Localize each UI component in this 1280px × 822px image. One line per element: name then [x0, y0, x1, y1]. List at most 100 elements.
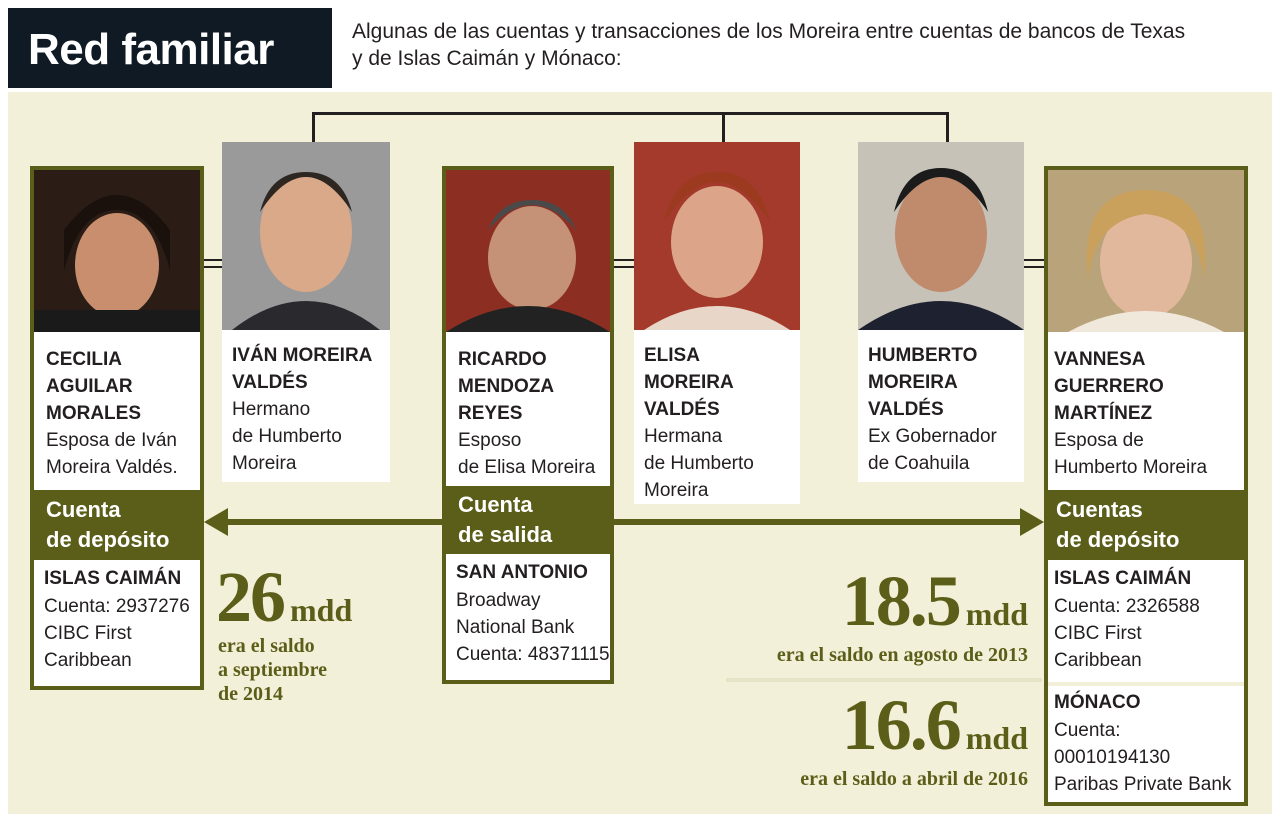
balance-right-top-note: era el saldo en agosto de 2013: [776, 644, 1028, 666]
man-portrait-icon: [446, 170, 610, 332]
account-line: Cuenta: 2326588: [1054, 596, 1200, 617]
person-card-ricardo: RICARDO MENDOZA REYES Esposo de Elisa Mo…: [442, 166, 614, 684]
arrow-left-head: [204, 508, 228, 536]
person-card-vannesa: VANNESA GUERRERO MARTÍNEZ Esposa de Humb…: [1044, 166, 1248, 806]
person-card-cecilia: CECILIA AGUILAR MORALES Esposa de Iván M…: [30, 166, 204, 690]
person-name-line: MOREIRA: [644, 372, 734, 393]
person-name-line: VALDÉS: [868, 399, 944, 420]
person-role-line: Moreira: [644, 480, 709, 501]
account-location: MÓNACO: [1054, 692, 1141, 713]
person-role-line: de Humberto: [232, 426, 342, 447]
person-name-line: MENDOZA: [458, 376, 555, 397]
person-name-line: MORALES: [46, 403, 141, 424]
portrait-photo: [634, 142, 800, 330]
account-location: ISLAS CAIMÁN: [1054, 568, 1192, 589]
portrait-photo: [1048, 170, 1244, 332]
person-role-line: Esposa de Iván: [46, 430, 177, 451]
tree-drop-humberto: [946, 112, 949, 142]
marriage-line-cecilia-ivan: [202, 266, 222, 268]
balance-right-top-figure: 18.5 mdd: [842, 560, 1028, 643]
marriage-line-humberto-vannesa: [1024, 266, 1046, 268]
account-line: Broadway: [456, 590, 541, 611]
balance-note-line: de 2014: [218, 683, 283, 705]
man-portrait-icon: [222, 142, 390, 330]
balance-unit: mdd: [965, 720, 1028, 756]
person-role-line: Moreira Valdés.: [46, 457, 178, 478]
portrait-photo: [446, 170, 610, 332]
account-line: 00010194130: [1054, 747, 1171, 768]
person-name-line: RICARDO: [458, 349, 547, 370]
person-role-line: Moreira: [232, 453, 297, 474]
portrait-photo: [858, 142, 1024, 330]
account-type-label: Cuenta de depósito: [30, 490, 204, 560]
marriage-line-ricardo-elisa: [612, 259, 634, 261]
balance-number: 26: [216, 557, 286, 637]
account-type-line: Cuentas: [1056, 497, 1143, 522]
account-details: ISLAS CAIMÁN Cuenta: 2326588 CIBC First …: [1048, 560, 1244, 802]
balance-number: 18.5: [841, 561, 962, 641]
account-type-line: de depósito: [1056, 527, 1180, 552]
person-role-line: de Humberto: [644, 453, 754, 474]
account-type-label: Cuentas de depósito: [1044, 490, 1248, 560]
subtitle-line-1: Algunas de las cuentas y transacciones d…: [352, 20, 1186, 43]
account-location: SAN ANTONIO: [456, 562, 588, 583]
woman-portrait-icon: [34, 170, 200, 332]
balance-unit: mdd: [290, 592, 353, 628]
portrait-photo: [222, 142, 390, 330]
title-box: Red familiar: [8, 8, 332, 88]
person-role-line: Hermana: [644, 426, 723, 447]
balance-note-line: a septiembre: [218, 659, 328, 681]
person-name-line: ELISA: [644, 345, 700, 366]
person-name-line: VANNESA: [1054, 349, 1146, 370]
divider: [1048, 682, 1244, 686]
tree-top-line: [312, 112, 948, 115]
person-role-line: de Elisa Moreira: [458, 457, 596, 478]
account-type-line: de depósito: [46, 527, 170, 552]
account-details: SAN ANTONIO Broadway National Bank Cuent…: [446, 554, 610, 680]
balance-number: 16.6: [841, 685, 962, 765]
subtitle-line-2: y de Islas Caimán y Mónaco:: [352, 47, 622, 70]
marriage-line-cecilia-ivan: [202, 259, 222, 261]
balance-left-figure: 26 mdd: [216, 556, 352, 639]
balance-right-bottom-figure: 16.6 mdd: [842, 684, 1028, 767]
marriage-line-humberto-vannesa: [1024, 259, 1046, 261]
tree-drop-ivan: [312, 112, 315, 142]
account-type-line: Cuenta: [458, 492, 533, 517]
person-name-line: IVÁN MOREIRA: [232, 345, 373, 366]
woman-portrait-icon: [634, 142, 800, 330]
woman-portrait-icon: [1048, 170, 1244, 332]
account-type-line: Cuenta: [46, 497, 121, 522]
person-name-line: AGUILAR: [46, 376, 133, 397]
account-details: ISLAS CAIMÁN Cuenta: 2937276 CIBC First …: [34, 560, 200, 686]
portrait-photo: [34, 170, 200, 332]
account-line: Cuenta: 48371115: [456, 644, 610, 665]
person-role-line: Humberto Moreira: [1054, 457, 1208, 478]
subtitle: Algunas de las cuentas y transacciones d…: [352, 18, 1192, 72]
account-line: CIBC First: [44, 623, 132, 644]
person-name-line: CECILIA: [46, 349, 122, 370]
person-name-line: GUERRERO: [1054, 376, 1164, 397]
person-card-elisa: ELISA MOREIRA VALDÉS Hermana de Humberto…: [634, 142, 800, 504]
person-name-line: MARTÍNEZ: [1054, 403, 1153, 424]
person-name-line: HUMBERTO: [868, 345, 978, 366]
tree-drop-elisa: [722, 112, 725, 142]
person-name-line: VALDÉS: [644, 399, 720, 420]
marriage-line-ricardo-elisa: [612, 266, 634, 268]
man-portrait-icon: [858, 142, 1024, 330]
page-title: Red familiar: [28, 25, 274, 74]
arrow-right-head: [1020, 508, 1044, 536]
account-line: National Bank: [456, 617, 575, 638]
person-card-humberto: HUMBERTO MOREIRA VALDÉS Ex Gobernador de…: [858, 142, 1024, 482]
balance-unit: mdd: [965, 596, 1028, 632]
account-type-line: de salida: [458, 522, 553, 547]
person-role-line: Esposo: [458, 430, 522, 451]
balance-left-note: era el saldo a septiembre de 2014: [218, 634, 327, 706]
account-line: CIBC First: [1054, 623, 1142, 644]
account-line: Paribas Private Bank: [1054, 774, 1232, 795]
person-name-line: MOREIRA: [868, 372, 958, 393]
person-name-line: VALDÉS: [232, 372, 308, 393]
person-name-line: REYES: [458, 403, 523, 424]
person-role-line: Hermano: [232, 399, 311, 420]
account-type-label: Cuenta de salida: [442, 486, 614, 554]
